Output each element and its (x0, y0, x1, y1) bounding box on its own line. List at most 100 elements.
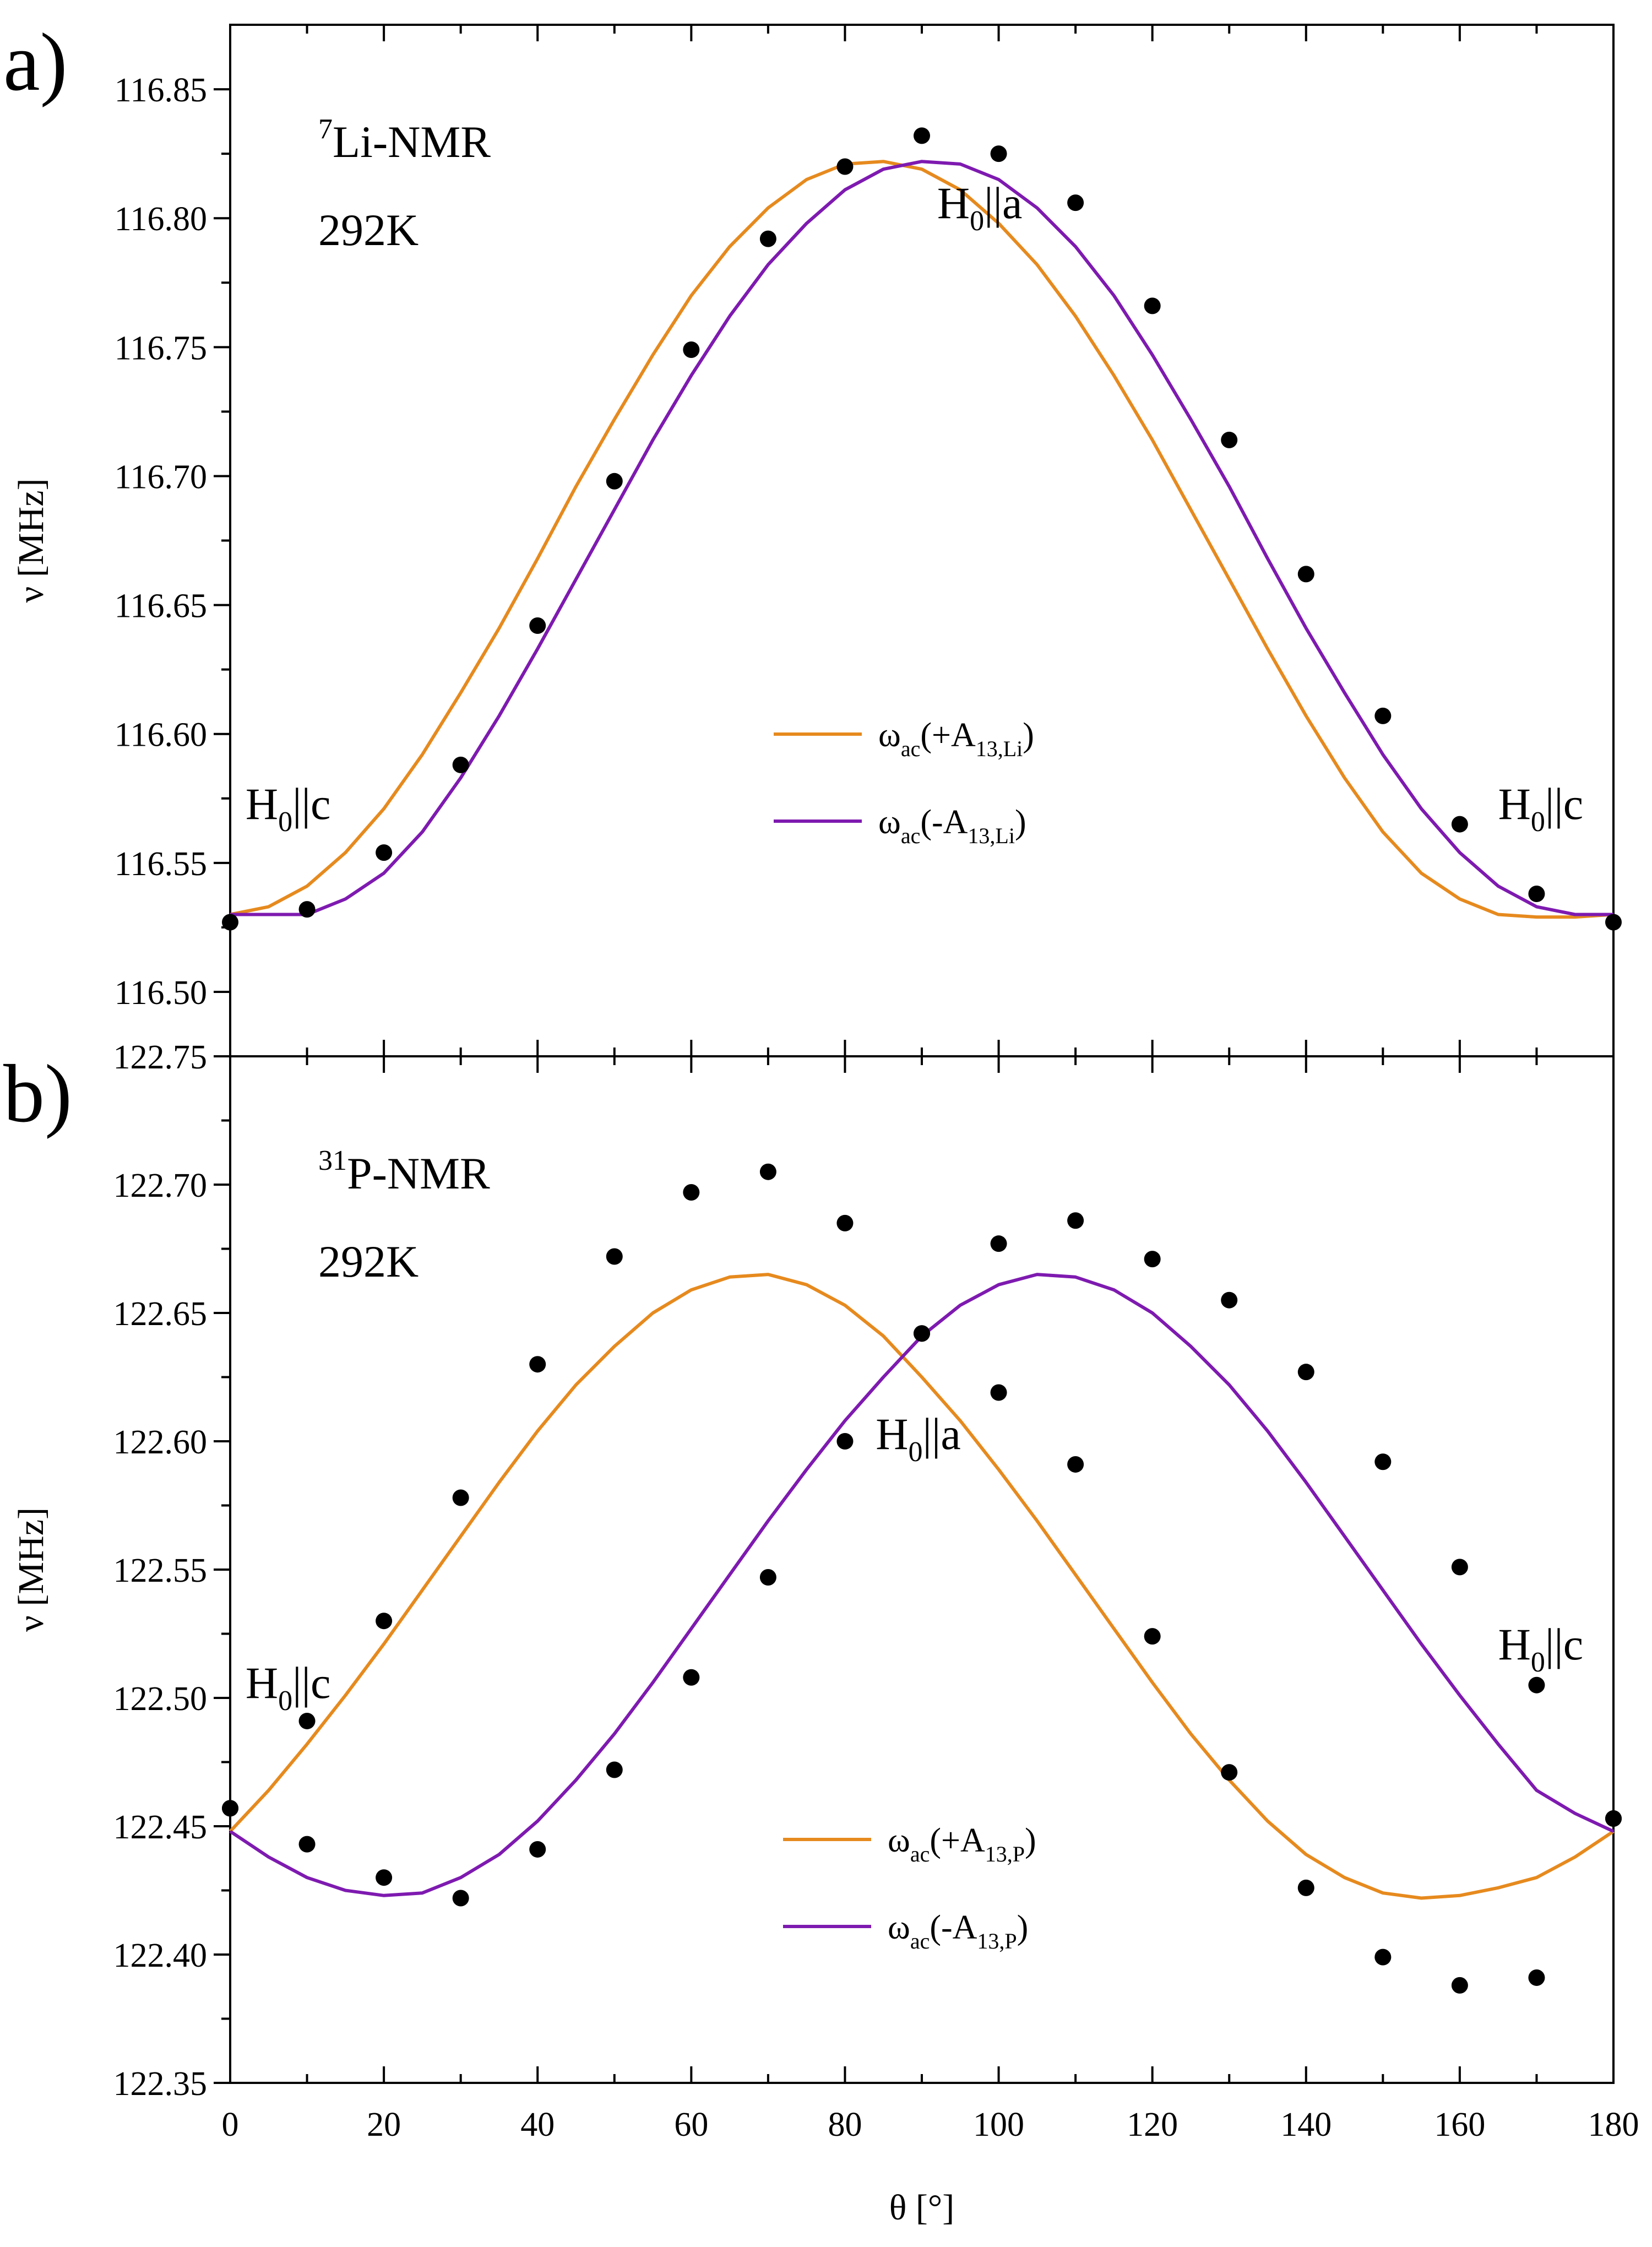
y-tick-label: 116.50 (115, 974, 207, 1012)
data-point (376, 1613, 393, 1630)
shared-axes: 0 20 40 60 80 100 120 140 160 180 θ [°] (222, 2106, 1639, 2228)
data-point (222, 1800, 238, 1817)
data-point (1374, 707, 1392, 724)
y-tick-label: 116.65 (115, 588, 207, 625)
data-point (990, 1235, 1007, 1252)
y-axis-title: ν [MHz] (11, 1507, 51, 1632)
data-point (1067, 194, 1084, 211)
data-point (1528, 886, 1545, 903)
data-point (222, 914, 238, 931)
orientation-annotation: H0||a (876, 1409, 960, 1468)
fit-curve-series (229, 1273, 1615, 1900)
data-point (529, 617, 546, 634)
data-point (1297, 1879, 1314, 1896)
y-tick-label: 116.60 (115, 717, 207, 754)
data-point (1144, 297, 1161, 314)
data-point (606, 1761, 623, 1778)
data-point (376, 844, 393, 861)
y-tick-label: 122.50 (113, 1680, 208, 1718)
y-tick-label: 122.70 (113, 1167, 208, 1204)
x-tick-label: 140 (1280, 2106, 1332, 2143)
orientation-annotation: H0||c (246, 779, 330, 838)
data-point (298, 1836, 316, 1853)
x-tick-label: 60 (674, 2106, 708, 2143)
data-point (606, 1248, 623, 1265)
data-point (1374, 1453, 1392, 1470)
data-point (836, 1214, 854, 1231)
nucleus-label: 31P-NMR (318, 1145, 490, 1198)
y-tick-label: 116.80 (115, 200, 207, 238)
data-point (606, 473, 623, 490)
y-tick-label: 122.35 (113, 2065, 208, 2103)
data-point (1221, 1291, 1238, 1309)
panel-b-p-nmr: 122.35 122.40 122.45 122.50 122.55 122.60 122.… (3, 1039, 1622, 2103)
data-point (1451, 1977, 1468, 1994)
y-tick-label: 122.40 (113, 1937, 208, 1974)
data-point (683, 1184, 700, 1201)
y-tick-label: 122.65 (113, 1295, 208, 1333)
data-point (529, 1841, 546, 1858)
data-point (1451, 1559, 1468, 1576)
orientation-annotation: H0||c (246, 1658, 330, 1717)
data-point (1221, 1764, 1238, 1781)
y-axis-title: ν [MHz] (11, 479, 51, 603)
data-point (1221, 431, 1238, 448)
panel-label: a) (3, 17, 68, 108)
x-tick-label: 180 (1588, 2106, 1639, 2143)
data-point (759, 1568, 776, 1586)
data-point (759, 1163, 776, 1180)
data-point (683, 1669, 700, 1686)
data-point (298, 1712, 316, 1729)
data-point (1528, 1676, 1545, 1694)
data-point (990, 145, 1007, 162)
x-tick-label: 20 (367, 2106, 401, 2143)
data-point (990, 1384, 1007, 1401)
data-point (1451, 816, 1468, 833)
data-point (1528, 1969, 1545, 1986)
data-point (1297, 1364, 1314, 1381)
legend-entry: ωac(+A13,Li) (878, 717, 1034, 761)
data-point (1067, 1212, 1084, 1229)
y-tick-label: 122.45 (113, 1809, 208, 1846)
orientation-annotation: H0||a (937, 178, 1022, 237)
y-tick-label: 116.75 (115, 329, 207, 367)
data-point (376, 1869, 393, 1886)
data-point (1144, 1251, 1161, 1268)
y-tick-label: 116.85 (115, 72, 207, 109)
data-point (914, 127, 930, 144)
data-point (1297, 566, 1314, 583)
x-tick-label: 40 (520, 2106, 555, 2143)
x-tick-label: 0 (222, 2106, 239, 2143)
data-point (1374, 1949, 1392, 1966)
data-point (298, 901, 316, 918)
y-tick-label: 122.55 (113, 1552, 208, 1589)
data-point (1144, 1628, 1161, 1645)
y-tick-label: 122.75 (113, 1039, 208, 1076)
x-axis-title: θ [°] (889, 2188, 954, 2228)
y-tick-label: 122.60 (113, 1424, 208, 1461)
x-tick-label: 160 (1434, 2106, 1485, 2143)
data-point (914, 1325, 930, 1342)
data-point (836, 158, 854, 175)
data-point (836, 1433, 854, 1450)
panel-a-li-nmr: 116.50 116.55 116.60 116.65 116.70 116.75 116.… (3, 17, 1622, 1057)
data-point (452, 1489, 469, 1506)
nucleus-label: 7Li-NMR (318, 113, 491, 167)
data-point (529, 1356, 546, 1373)
panel-label: b) (3, 1048, 72, 1139)
data-point (1605, 914, 1622, 931)
data-point (1605, 1810, 1622, 1827)
legend-entry: ωac(-A13,P) (888, 1909, 1028, 1953)
temperature-label: 292K (318, 205, 419, 255)
data-point (683, 341, 700, 358)
x-tick-label: 120 (1127, 2106, 1178, 2143)
x-tick-label: 80 (828, 2106, 862, 2143)
orientation-annotation: H0||c (1498, 1619, 1583, 1678)
orientation-annotation: H0||c (1498, 779, 1583, 838)
temperature-label: 292K (318, 1236, 419, 1287)
x-tick-label: 100 (973, 2106, 1024, 2143)
legend-entry: ωac(-A13,Li) (878, 804, 1026, 848)
y-tick-label: 116.70 (115, 458, 207, 496)
